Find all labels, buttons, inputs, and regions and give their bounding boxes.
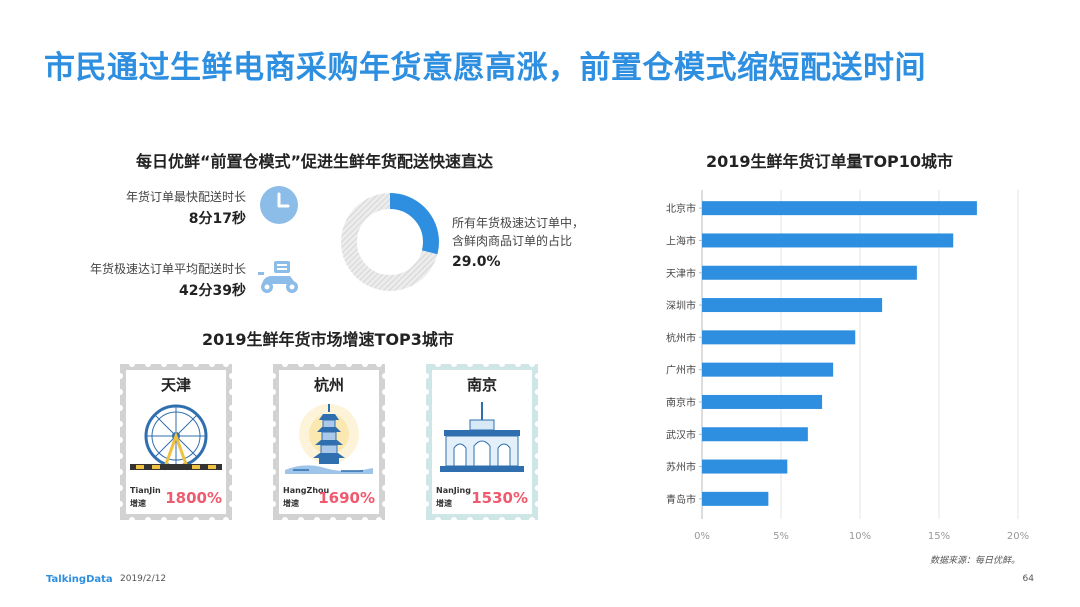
category-label: 上海市: [666, 234, 696, 247]
clock-icon: [260, 186, 298, 224]
city-pinyin: TianJin: [130, 486, 161, 495]
bar: [702, 233, 954, 248]
city-pinyin: NanJing: [436, 486, 471, 495]
bar: [702, 491, 769, 506]
city-stamp-nanjing: 南京 NanJing 增速 1530%: [424, 362, 540, 522]
page-title: 市民通过生鲜电商采购年货意愿高涨，前置仓模式缩短配送时间: [44, 50, 926, 86]
gate-building-icon: [440, 402, 524, 472]
growth-label: 增速: [130, 499, 146, 508]
brand-logo: TalkingData: [46, 574, 113, 585]
category-label: 杭州市: [666, 331, 696, 344]
top3-section-title: 2019生鲜年货市场增速TOP3城市: [202, 330, 454, 349]
page-number: 64: [1022, 574, 1034, 584]
top10-bar-chart: 0% 5% 10% 15% 20% 北京市上海市天津市深圳市杭州市广州市南京市武汉市苏州市…: [666, 190, 1029, 540]
category-label: 天津市: [666, 267, 696, 280]
donut-highlight-segment: [341, 193, 439, 291]
chart-title: 2019生鲜年货订单量TOP10城市: [706, 152, 954, 171]
x-tick-label: 15%: [928, 531, 950, 540]
average-delivery-value: 42分39秒: [179, 283, 246, 299]
growth-value: 1800%: [165, 489, 222, 507]
x-tick-label: 20%: [1007, 531, 1029, 540]
category-label: 南京市: [666, 396, 696, 409]
delivery-section-title: 每日优鲜“前置仓模式”促进生鲜年货配送快速直达: [136, 152, 494, 171]
footer-date: 2019/2/12: [120, 574, 167, 584]
category-label: 深圳市: [666, 299, 696, 312]
average-delivery-label: 年货极速达订单平均配送时长: [89, 262, 246, 276]
city-stamp-tianjin: 天津 TianJin 增速 1800%: [118, 362, 234, 522]
city-stamp-hangzhou: 杭州 HangZhou 增速 1690%: [271, 362, 387, 522]
x-tick-label: 0%: [694, 531, 710, 540]
growth-value: 1690%: [318, 489, 375, 507]
share-text-line2: 含鲜肉商品订单的占比: [452, 234, 573, 248]
data-source: 数据来源：每日优鲜。: [930, 556, 1021, 566]
pagoda-icon: [285, 404, 373, 474]
x-tick-label: 10%: [849, 531, 871, 540]
city-name: 杭州: [313, 376, 344, 394]
bar: [702, 459, 788, 474]
scooter-icon: [258, 261, 298, 293]
x-tick-label: 5%: [773, 531, 789, 540]
growth-label: 增速: [283, 499, 299, 508]
share-value: 29.0%: [452, 254, 501, 270]
growth-value: 1530%: [471, 489, 528, 507]
meat-share-donut: [341, 193, 439, 291]
bar: [702, 362, 834, 377]
bar: [702, 201, 977, 216]
category-label: 青岛市: [666, 493, 696, 506]
category-label: 广州市: [666, 364, 696, 377]
city-name: 天津: [160, 376, 191, 394]
share-text-line1: 所有年货极速达订单中，: [452, 216, 585, 230]
fastest-delivery-label: 年货订单最快配送时长: [125, 190, 246, 204]
city-pinyin: HangZhou: [283, 486, 330, 495]
bar: [702, 265, 917, 280]
category-label: 武汉市: [666, 428, 696, 441]
category-label: 北京市: [666, 202, 696, 215]
fastest-delivery-value: 8分17秒: [188, 211, 246, 227]
bar: [702, 330, 856, 345]
city-name: 南京: [466, 376, 497, 394]
bar: [702, 298, 883, 313]
bar: [702, 394, 823, 409]
bar: [702, 427, 808, 442]
category-label: 苏州市: [666, 461, 696, 474]
growth-label: 增速: [436, 499, 452, 508]
ferris-wheel-icon: [130, 404, 222, 471]
